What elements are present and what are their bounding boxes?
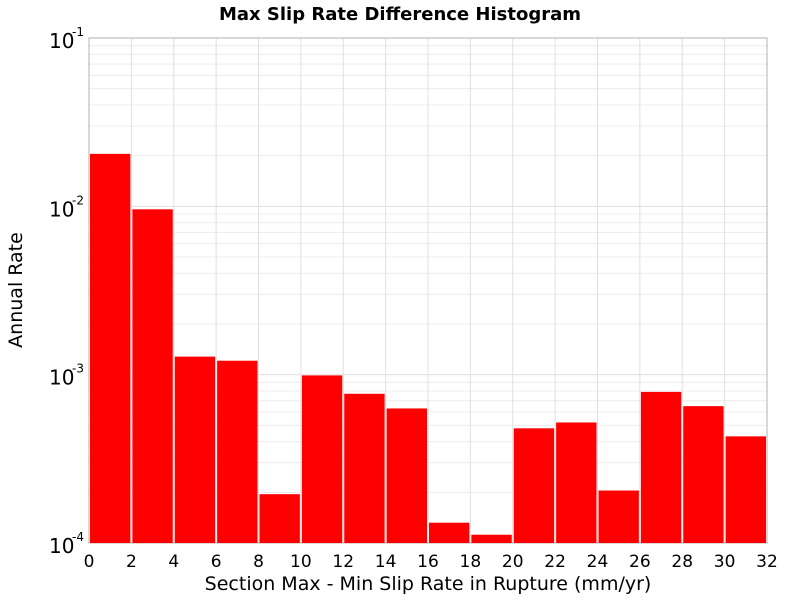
x-axis-label: Section Max - Min Slip Rate in Rupture (… [205,573,652,595]
y-tick-exponent: -1 [72,25,84,39]
y-tick-label: 10-4 [49,530,84,558]
x-tick-label: 18 [460,552,482,572]
x-tick-label: 16 [417,552,439,572]
y-tick-exponent: -2 [72,193,84,207]
x-tick-label: 30 [714,552,736,572]
x-tick-label: 24 [587,552,609,572]
histogram-bar [513,428,555,543]
x-tick-label: 8 [253,552,264,572]
y-tick-label: 10-3 [49,362,84,390]
histogram-bar [259,494,300,543]
x-tick-label: 22 [544,552,566,572]
histogram-bar [640,391,682,543]
y-tick-label: 10-1 [49,25,84,53]
histogram-bar [429,522,470,543]
y-tick-exponent: -3 [72,362,84,376]
y-tick-base: 10 [49,29,74,53]
x-tick-label: 10 [290,552,312,572]
x-tick-label: 12 [332,552,354,572]
histogram-bar [90,153,131,543]
x-tick-label: 4 [168,552,179,572]
histogram-bar [471,534,512,543]
x-tick-label: 2 [126,552,137,572]
x-tick-label: 32 [756,552,778,572]
x-tick-label: 6 [211,552,222,572]
y-axis-label: Annual Rate [5,232,27,348]
y-axis-ticks: 10-410-310-210-1 [49,25,84,558]
y-tick-base: 10 [49,534,74,558]
histogram-bar [683,406,724,543]
histogram-bar [725,436,766,543]
y-tick-label: 10-2 [49,193,84,221]
chart-title: Max Slip Rate Difference Histogram [219,4,581,25]
histogram-bar [386,408,427,543]
x-tick-label: 20 [502,552,524,572]
histogram-bar [598,490,639,543]
histogram-bar [344,393,385,543]
x-tick-label: 26 [629,552,651,572]
y-tick-exponent: -4 [72,530,84,544]
x-tick-label: 14 [375,552,397,572]
x-tick-label: 28 [671,552,693,572]
histogram-bar [301,375,343,543]
bars [90,153,766,543]
histogram-bar [174,356,216,543]
histogram-bar [217,360,258,543]
x-tick-label: 0 [84,552,95,572]
plot-area [88,37,768,544]
y-tick-base: 10 [49,366,74,390]
x-axis-ticks: 0 2 4 6 8 10 12 14 16 18 20 22 24 26 28 30 32 [84,552,778,572]
histogram-bar [556,422,597,543]
histogram-bar [132,209,173,543]
y-tick-base: 10 [49,197,74,221]
